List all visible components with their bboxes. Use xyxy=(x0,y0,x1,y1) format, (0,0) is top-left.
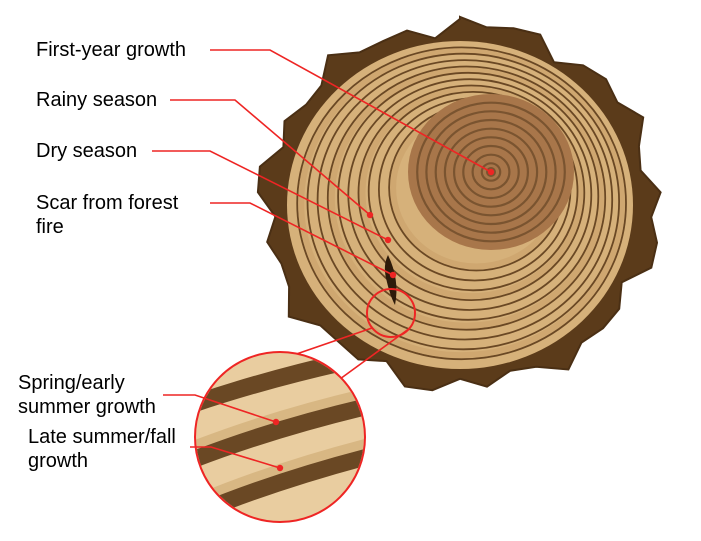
label-dry: Dry season xyxy=(36,139,137,163)
label-late: Late summer/fall growth xyxy=(28,425,176,473)
label-scar: Scar from forest fire xyxy=(36,191,178,239)
label-spring: Spring/early summer growth xyxy=(18,371,156,419)
label-first-year: First-year growth xyxy=(36,38,186,62)
label-rainy: Rainy season xyxy=(36,88,157,112)
